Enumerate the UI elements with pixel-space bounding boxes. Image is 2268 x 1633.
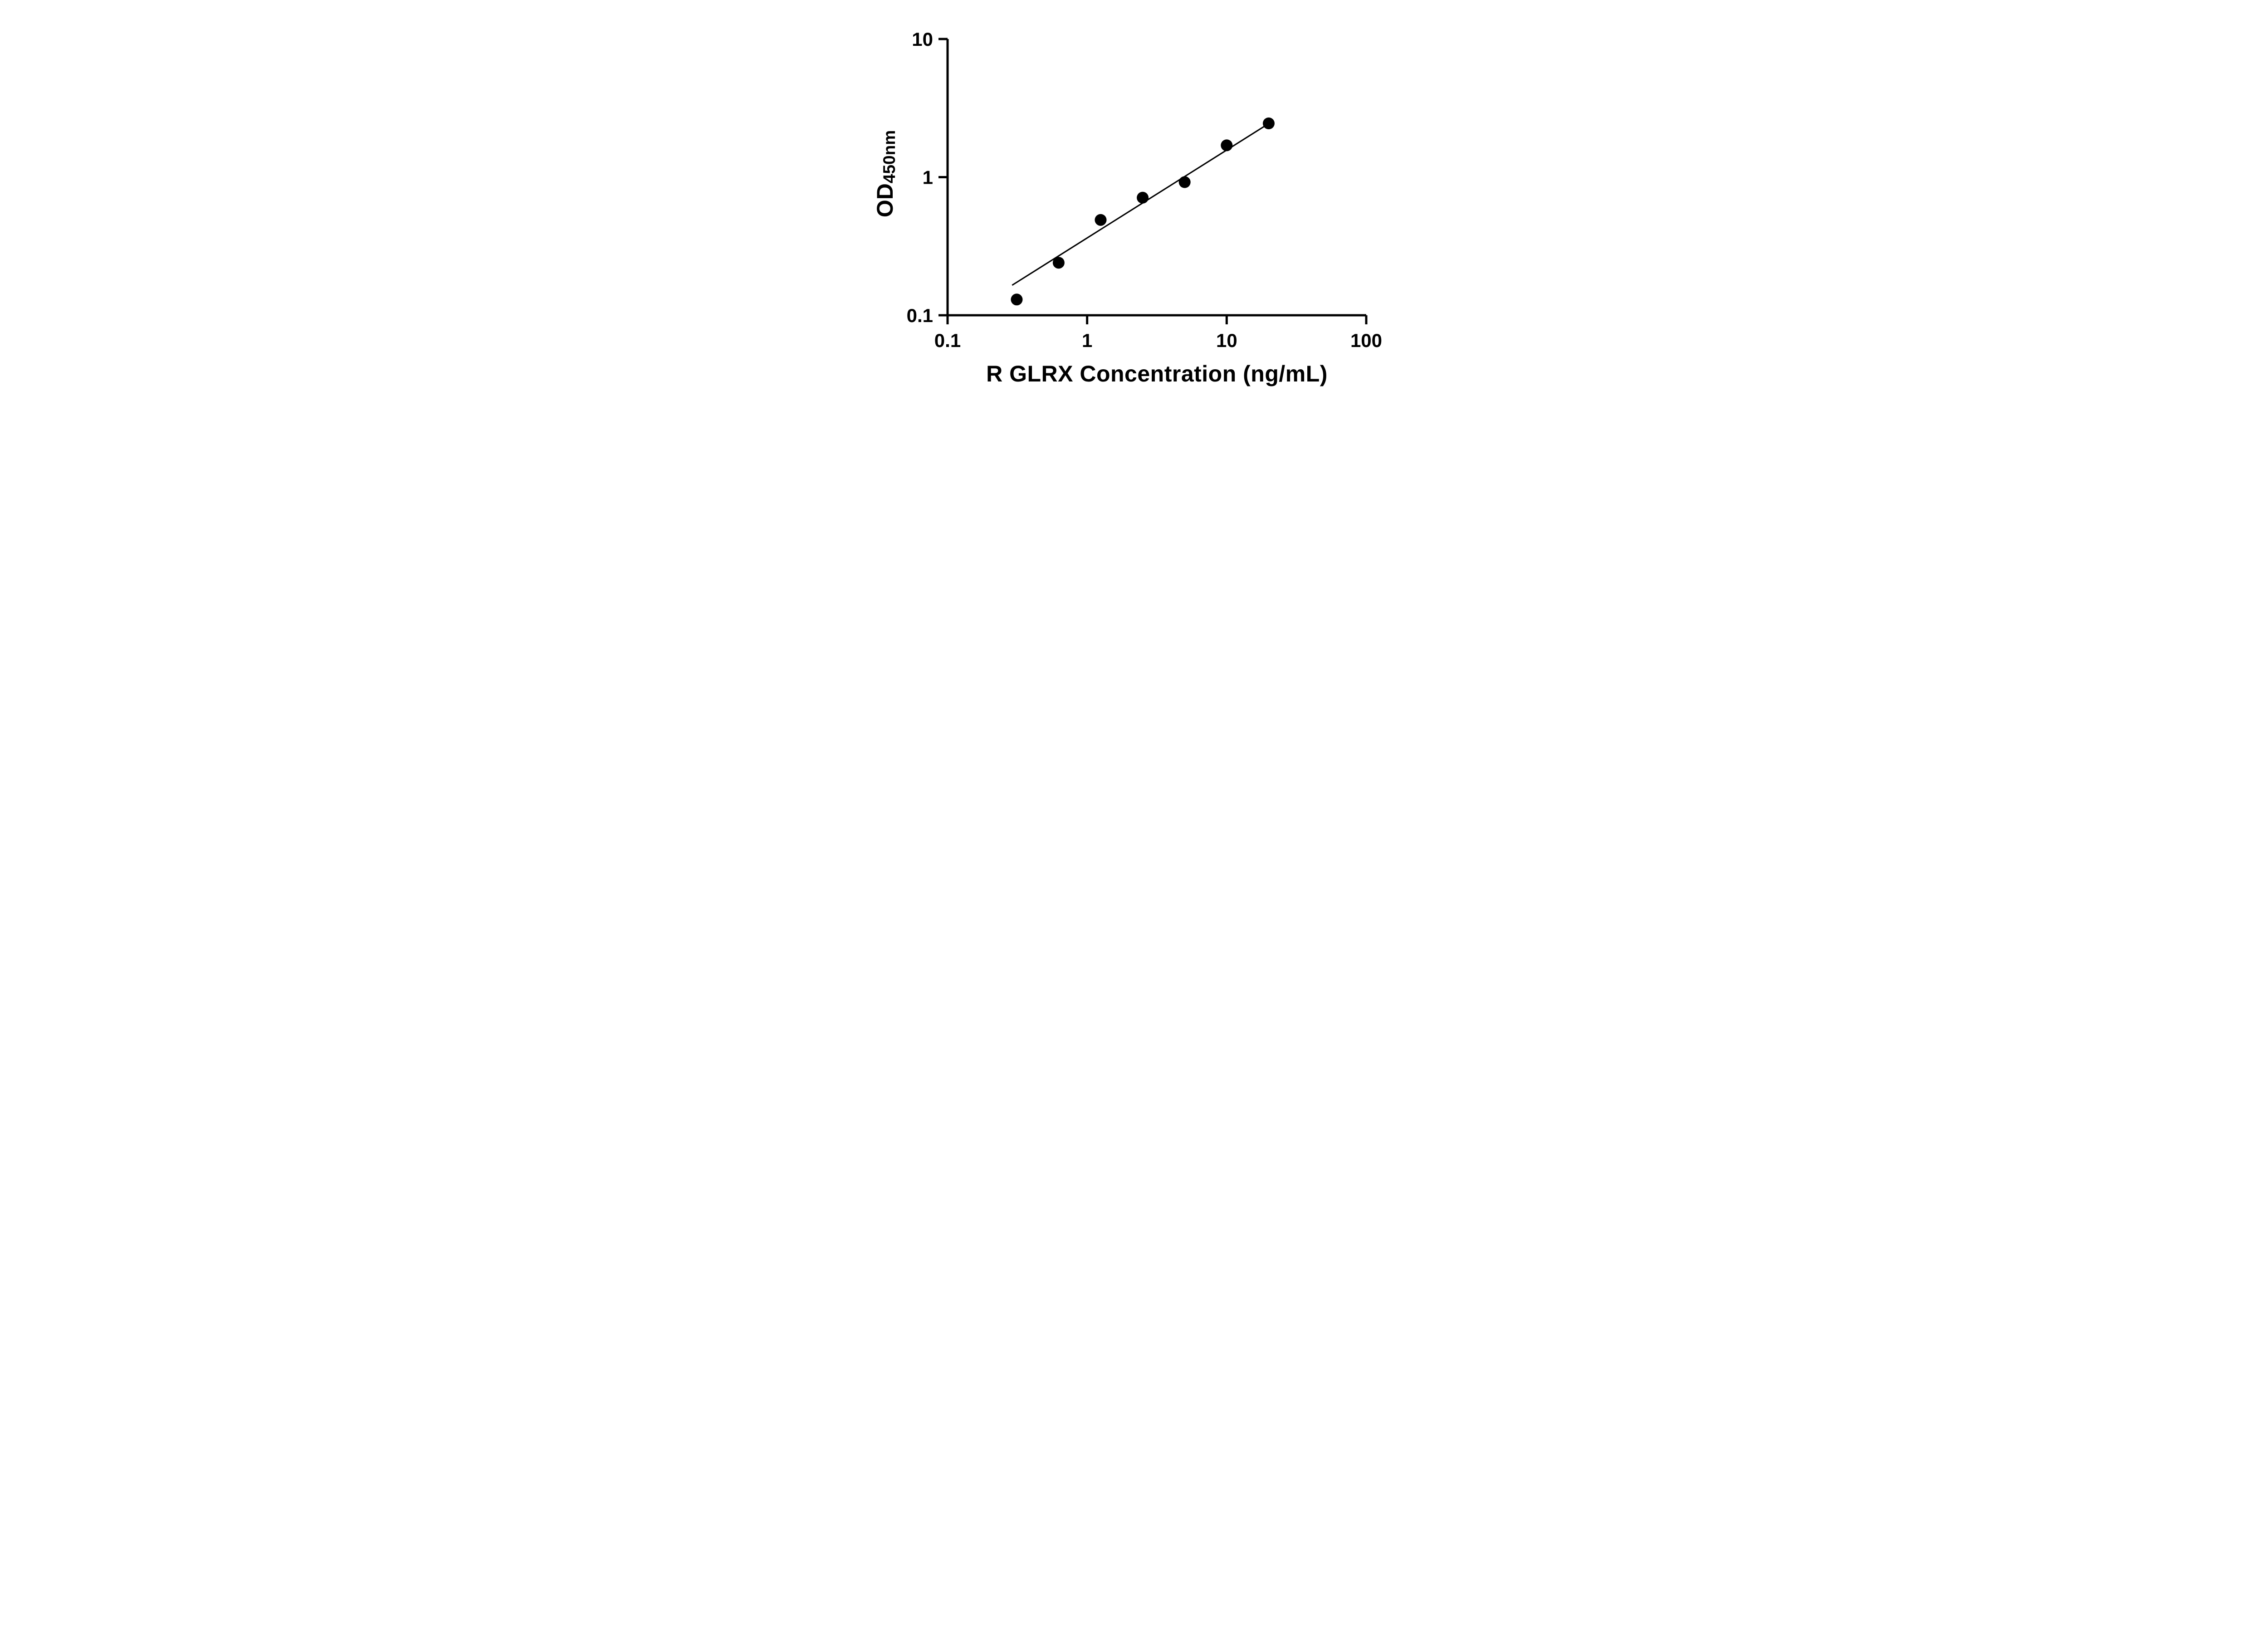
data-point — [1052, 257, 1065, 269]
x-axis-title: R GLRX Concentration (ng/mL) — [986, 361, 1328, 386]
y-axis-title: OD450nm — [872, 130, 899, 218]
x-tick-label: 10 — [1216, 330, 1237, 351]
data-point — [1137, 191, 1149, 204]
data-point — [1262, 117, 1275, 129]
data-point — [1095, 214, 1107, 226]
x-tick-label: 1 — [1082, 330, 1092, 351]
data-point — [1221, 139, 1233, 152]
data-point — [1178, 176, 1191, 188]
standard-curve-plot: 0.1 1 10 100 0.1 1 10 — [907, 29, 1382, 351]
y-tick-label: 1 — [923, 167, 933, 188]
standard-curve-figure: 0.1 1 10 100 0.1 1 10 R GLRX Concentration (ng… — [848, 0, 1420, 408]
x-tick-label: 100 — [1350, 330, 1382, 351]
y-axis-title-main: OD — [872, 183, 898, 218]
data-point — [1011, 293, 1023, 306]
x-tick-label: 0.1 — [934, 330, 961, 351]
y-tick-label: 10 — [912, 29, 933, 50]
y-axis-title-sub: 450nm — [880, 130, 899, 184]
y-tick-label: 0.1 — [907, 305, 933, 326]
